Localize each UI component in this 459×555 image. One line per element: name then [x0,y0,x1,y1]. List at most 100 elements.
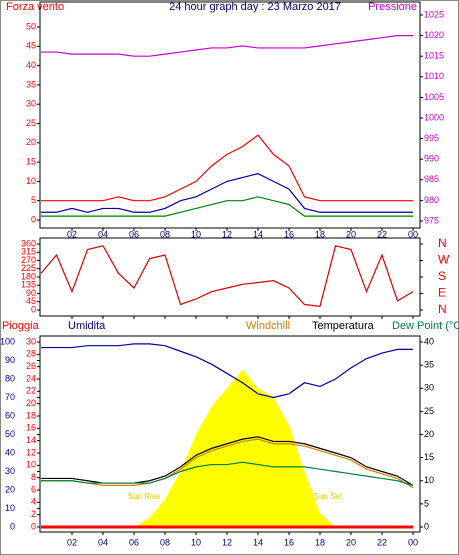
x-tick-label: 14 [253,537,263,547]
y-tick-label: 270 [21,255,36,265]
x-tick-label: 02 [67,537,77,547]
x-tick-label: 10 [191,229,201,239]
x-tick-label: 16 [284,229,294,239]
y-tick-label: 6 [31,484,36,494]
x-tick-label: 00 [408,229,418,239]
sun-area [41,369,413,527]
plot-frame [39,237,421,317]
x-tick-label: 18 [315,537,325,547]
y-tick-label: 1010 [424,71,444,81]
legend-label: Temperatura [312,320,375,332]
y-axis-label: Forza vento [6,1,64,13]
legend-label: Pioggia [2,320,40,332]
y-tick-label: 80 [5,373,15,383]
y-tick-label: 980 [424,195,439,205]
series-line [41,461,414,486]
chart-title: 24 hour graph day : 23 Marzo 2017 [169,1,341,13]
y-tick-label: 15 [424,452,434,462]
x-tick-label: 20 [346,537,356,547]
x-tick-label: 08 [160,229,170,239]
x-tick-label: 22 [377,229,387,239]
y-tick-label: 1015 [424,51,444,61]
y-tick-label: 990 [424,154,439,164]
legend-label: Windchill [246,320,290,332]
series-line [41,343,413,399]
x-tick-label: 12 [222,537,232,547]
x-tick-label: 16 [284,537,294,547]
y-tick-label: 985 [424,174,439,184]
y-tick-label: 995 [424,133,439,143]
y-tick-label: 30 [5,466,15,476]
legend-label: Dew Point (°C [392,320,459,332]
x-tick-label: 22 [377,537,387,547]
y-tick-label: 12 [26,447,36,457]
y-tick-label: 100 [0,336,15,346]
y-tick-label: 10 [424,475,434,485]
y-tick-label: N [438,236,447,250]
x-tick-label: 14 [253,229,263,239]
x-tick-label: 00 [408,537,418,547]
x-tick-label: 12 [222,229,232,239]
y-tick-label: 40 [5,447,15,457]
y-tick-label: 20 [424,429,434,439]
y-tick-label: 315 [21,247,36,257]
y-tick-label: 1005 [424,92,444,102]
y-tick-label: 30 [26,336,36,346]
y-tick-label: 35 [424,360,434,370]
y-tick-label: 975 [424,215,439,225]
annotation: Sun Rise [128,492,161,501]
y-tick-label: 1000 [424,112,444,122]
y-tick-label: 1025 [424,9,444,19]
y-tick-label: 18 [26,410,36,420]
y-tick-label: 60 [5,410,15,420]
y-tick-label: 225 [21,263,36,273]
series-line [41,438,414,489]
annotation: Sun Set [314,492,343,501]
legend-label: Umidita [68,320,106,332]
y-tick-label: 0 [424,521,429,531]
x-tick-label: 08 [160,537,170,547]
y-tick-label: 14 [26,435,36,445]
y-tick-label: N [438,302,447,316]
series-line [41,134,413,202]
y-tick-label: 70 [5,392,15,402]
y-tick-label: 20 [5,484,15,494]
y-tick-label: 10 [26,176,36,186]
y-tick-label: 0 [31,304,36,314]
y-tick-label: 5 [424,498,429,508]
y-tick-label: 15 [26,156,36,166]
x-tick-label: 04 [98,537,108,547]
y-tick-label: 26 [26,361,36,371]
y-tick-label: E [438,286,446,300]
y-tick-label: 135 [21,280,36,290]
y-tick-label: 30 [424,383,434,393]
series-line [41,34,413,57]
y-tick-label: 16 [26,423,36,433]
y-tick-label: 10 [26,460,36,470]
y-tick-label: 24 [26,373,36,383]
y-tick-label: 2 [31,509,36,519]
y-tick-label: 25 [424,406,434,416]
y-tick-label: 20 [26,137,36,147]
x-tick-label: 18 [315,229,325,239]
y-tick-label: 5 [31,195,36,205]
y-tick-label: 25 [26,118,36,128]
y2-axis-label: Pressione [368,1,417,13]
y-tick-label: 20 [26,398,36,408]
x-tick-label: 04 [98,229,108,239]
y-tick-label: 0 [10,521,15,531]
y-tick-label: 0 [31,214,36,224]
plot-frame [39,1,421,229]
y-tick-label: 90 [26,288,36,298]
y-tick-label: 50 [26,21,36,31]
y-tick-label: 4 [31,497,36,507]
plot-frame [39,335,421,533]
x-tick-label: 10 [191,537,201,547]
y-tick-label: 45 [26,296,36,306]
x-tick-label: 06 [129,229,139,239]
y-tick-label: 10 [5,503,15,513]
series-line [41,196,413,217]
y-tick-label: 1020 [424,30,444,40]
x-tick-label: 02 [67,229,77,239]
